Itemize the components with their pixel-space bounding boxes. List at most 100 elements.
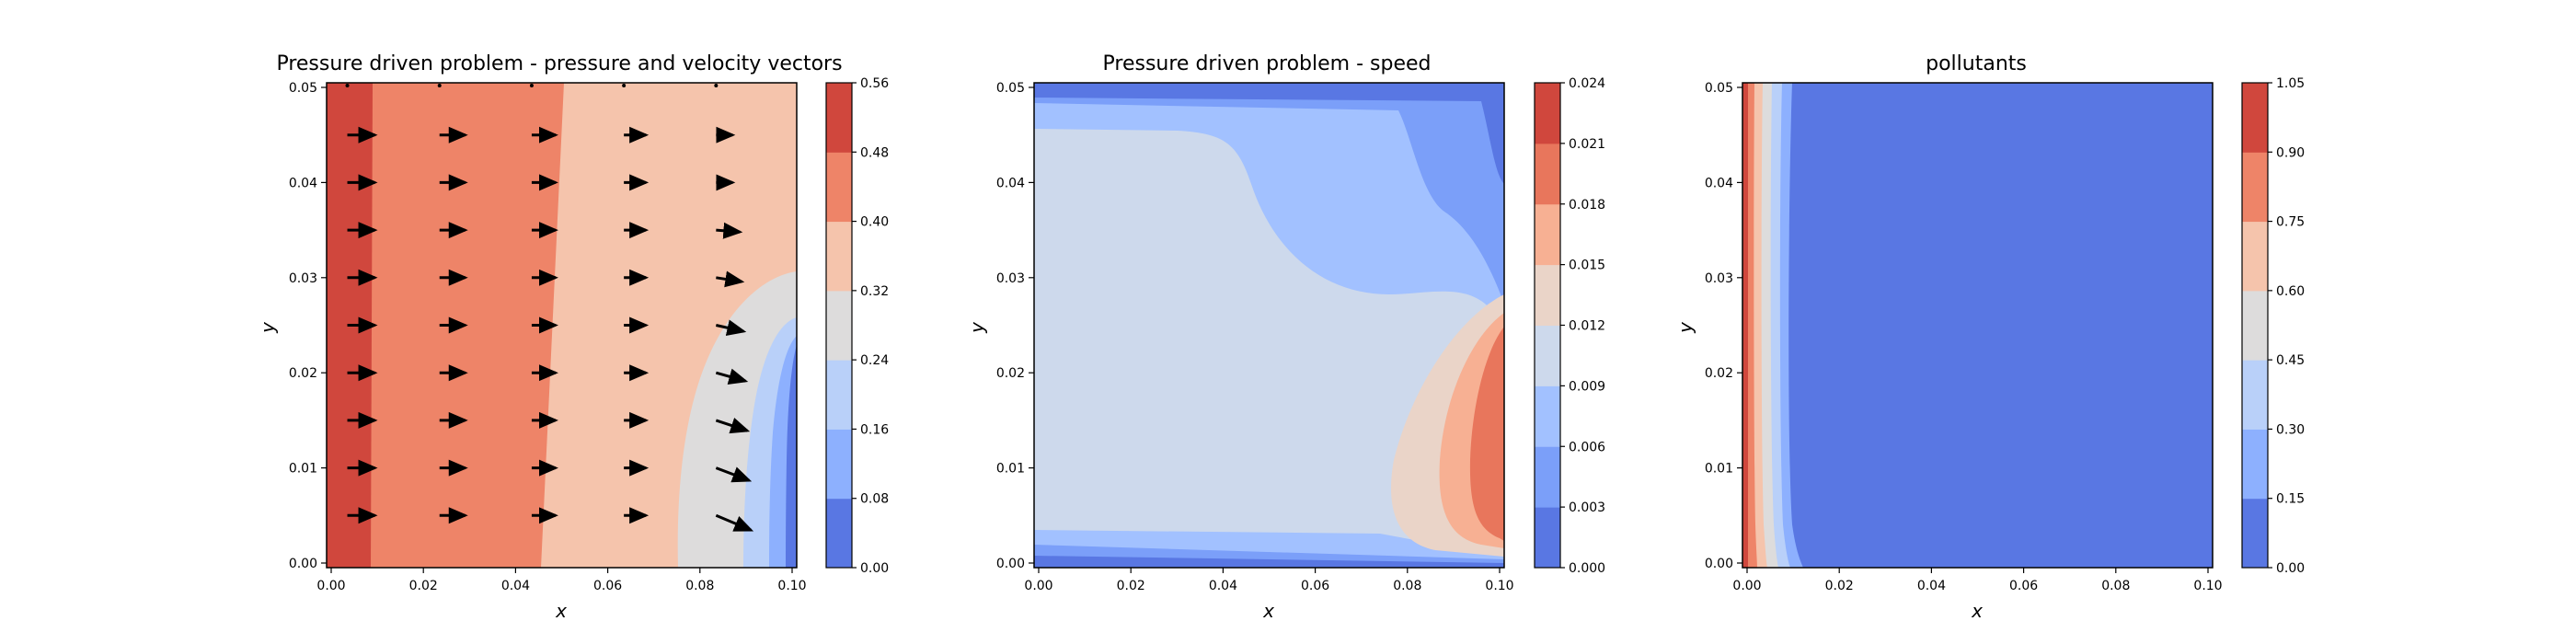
x-tick-label: 0.00: [316, 579, 345, 593]
contour-band: [1034, 556, 1504, 568]
x-tick-label: 0.04: [1917, 579, 1946, 593]
colorbar-segment: [826, 429, 852, 500]
colorbar-tick-label: 0.000: [1569, 561, 1605, 576]
colorbar-tick-label: 0.45: [2276, 353, 2305, 368]
y-tick-label: 0.00: [289, 557, 317, 571]
quiver-arrow: [715, 368, 749, 385]
quiver-arrow: [716, 270, 745, 288]
contour-fill: [327, 83, 797, 568]
colorbar-segment: [826, 498, 852, 569]
x-axis-label: x: [555, 600, 567, 622]
contour-band: [1034, 83, 1504, 331]
y-tick-label: 0.02: [289, 366, 317, 381]
quiver-dot: [714, 84, 719, 87]
plot-frame: [1742, 82, 2214, 569]
contour-band: [1742, 83, 1748, 568]
colorbar-segment: [1535, 264, 1560, 326]
contour-band: [1469, 327, 1504, 541]
colorbar-segment: [2242, 290, 2268, 361]
y-tick-label: 0.00: [996, 557, 1025, 571]
plot-frame: [1033, 82, 1505, 569]
colorbar-segment: [1535, 507, 1560, 569]
x-tick-label: 0.06: [1301, 579, 1329, 593]
x-tick-label: 0.10: [1485, 579, 1513, 593]
x-tick-label: 0.04: [1209, 579, 1237, 593]
colorbar-tick-label: 0.40: [860, 215, 889, 230]
y-axis-label: y: [966, 321, 988, 334]
colorbar-tick-label: 0.16: [860, 422, 889, 437]
colorbar-tick-label: 0.30: [2276, 422, 2305, 437]
colorbar-tick-label: 0.00: [860, 561, 889, 576]
x-tick-label: 0.02: [1117, 579, 1145, 593]
colorbar-frame: [2241, 82, 2269, 569]
colorbar-segment: [1535, 325, 1560, 386]
x-tick-label: 0.08: [685, 579, 714, 593]
contour-band: [1034, 83, 1504, 184]
panel-speed: Pressure driven problem - speed 0.00 0.02…: [966, 52, 1605, 622]
x-tick-label: 0.02: [409, 579, 438, 593]
quiver-dot: [622, 84, 627, 87]
colorbar-segment: [1535, 203, 1560, 266]
colorbar-segment: [2242, 429, 2268, 500]
colorbar-tick-label: 1.05: [2276, 76, 2305, 91]
colorbar-segment: [2242, 360, 2268, 430]
quiver-arrow: [715, 418, 751, 434]
y-axis-label: y: [257, 321, 279, 334]
colorbar-segment: [826, 152, 852, 223]
colorbar-segment: [1535, 385, 1560, 447]
x-tick-label: 0.00: [1732, 579, 1761, 593]
colorbar-segment: [1535, 446, 1560, 508]
panel-title: Pressure driven problem - pressure and v…: [276, 52, 842, 75]
colorbar-tick-label: 0.32: [860, 284, 889, 299]
colorbar-tick-label: 0.24: [860, 353, 889, 368]
colorbar-tick-label: 0.48: [860, 145, 889, 160]
colorbar: 0.000 0.003 0.006 0.009 0.012 0.015 0.018 0.021…: [1534, 76, 1605, 576]
panel-pollutants: pollutants 0.00 0.02 0.04 0.06 0.08 0.100.000…: [1674, 52, 2305, 622]
y-tick-label: 0.05: [996, 81, 1025, 96]
contour-band: [1034, 83, 1504, 304]
x-tick-label: 0.10: [2193, 579, 2222, 593]
colorbar: 0.00 0.15 0.30 0.45 0.60 0.75 0.90 1.05: [2241, 76, 2305, 576]
colorbar-tick-label: 0.018: [1569, 198, 1605, 213]
x-tick-label: 0.04: [501, 579, 530, 593]
axis-ticks: 0.00 0.02 0.04 0.06 0.08 0.10 0.00 0.01 0.02 0.03…: [289, 81, 807, 593]
colorbar-tick-label: 0.015: [1569, 259, 1605, 273]
x-tick-label: 0.08: [1393, 579, 1421, 593]
colorbar-segment: [826, 221, 852, 292]
colorbar-segment: [1535, 143, 1560, 205]
y-tick-label: 0.01: [1705, 462, 1733, 477]
colorbar-tick-label: 0.003: [1569, 500, 1605, 515]
x-tick-label: 0.00: [1024, 579, 1052, 593]
contour-band: [1742, 83, 2213, 568]
colorbar-segment: [826, 360, 852, 430]
x-axis-label: x: [1262, 600, 1274, 622]
colorbar-tick-label: 0.08: [860, 492, 889, 507]
colorbar-segment: [1535, 83, 1560, 144]
quiver-dot: [437, 84, 442, 87]
colorbar-segment: [826, 83, 852, 153]
colorbar-tick-label: 0.006: [1569, 440, 1605, 454]
colorbar-tick-label: 0.56: [860, 76, 889, 91]
colorbar-segment: [2242, 83, 2268, 153]
colorbar-tick-label: 0.75: [2276, 215, 2305, 230]
colorbar: 0.00 0.08 0.16 0.24 0.32 0.40 0.48 0.56: [825, 76, 889, 576]
quiver-dot: [345, 84, 350, 87]
x-tick-label: 0.06: [2009, 579, 2038, 593]
colorbar-tick-label: 0.012: [1569, 319, 1605, 334]
x-axis-label: x: [1971, 600, 1983, 622]
y-tick-label: 0.04: [1705, 176, 1733, 190]
x-tick-label: 0.06: [593, 579, 622, 593]
colorbar-segment: [2242, 152, 2268, 223]
y-tick-label: 0.03: [996, 271, 1025, 286]
contour-fill: [1742, 83, 2213, 568]
contour-band: [786, 345, 797, 568]
colorbar-tick-label: 0.00: [2276, 561, 2305, 576]
y-tick-label: 0.03: [289, 271, 317, 286]
y-tick-label: 0.05: [1705, 81, 1733, 96]
y-tick-label: 0.04: [289, 176, 317, 190]
quiver-arrow: [715, 466, 753, 483]
y-tick-label: 0.04: [996, 176, 1025, 190]
quiver-arrows: [345, 84, 754, 532]
colorbar-tick-label: 0.009: [1569, 379, 1605, 394]
